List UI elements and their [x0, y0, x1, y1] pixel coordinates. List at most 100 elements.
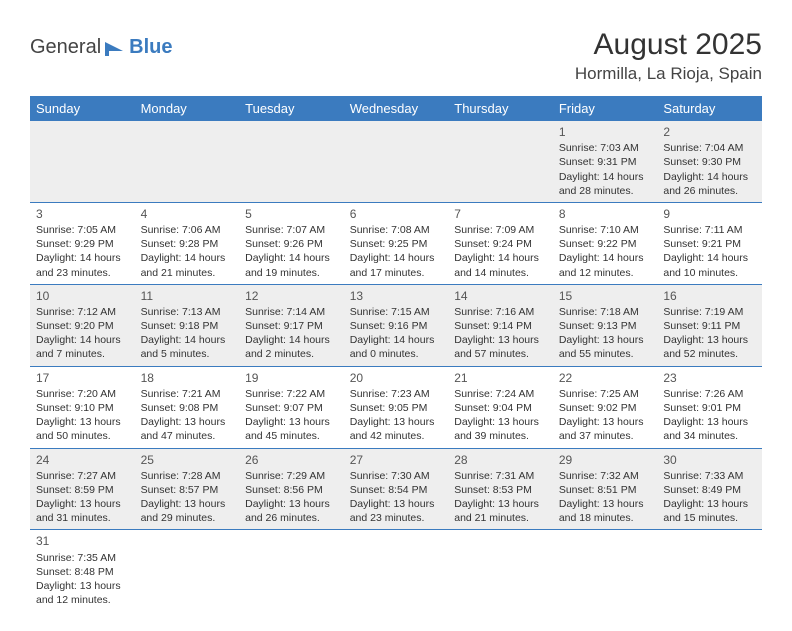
calendar-head: SundayMondayTuesdayWednesdayThursdayFrid… — [30, 96, 762, 121]
calendar-cell: 8Sunrise: 7:10 AMSunset: 9:22 PMDaylight… — [553, 202, 658, 284]
day-header: Monday — [135, 96, 240, 121]
logo-flag-icon — [105, 40, 127, 56]
sunset-line: Sunset: 9:22 PM — [559, 237, 652, 251]
daylight-line: Daylight: 13 hours and 52 minutes. — [663, 333, 756, 361]
sunrise-line: Sunrise: 7:20 AM — [36, 387, 129, 401]
day-number: 26 — [245, 452, 338, 468]
sunset-line: Sunset: 9:14 PM — [454, 319, 547, 333]
calendar-cell: 5Sunrise: 7:07 AMSunset: 9:26 PMDaylight… — [239, 202, 344, 284]
day-number: 27 — [350, 452, 443, 468]
day-number: 28 — [454, 452, 547, 468]
day-number: 23 — [663, 370, 756, 386]
calendar-cell: 18Sunrise: 7:21 AMSunset: 9:08 PMDayligh… — [135, 366, 240, 448]
daylight-line: Daylight: 14 hours and 28 minutes. — [559, 170, 652, 198]
sunrise-line: Sunrise: 7:25 AM — [559, 387, 652, 401]
daylight-line: Daylight: 13 hours and 31 minutes. — [36, 497, 129, 525]
day-number: 30 — [663, 452, 756, 468]
calendar-cell-empty — [239, 530, 344, 611]
day-number: 14 — [454, 288, 547, 304]
sunrise-line: Sunrise: 7:26 AM — [663, 387, 756, 401]
day-number: 29 — [559, 452, 652, 468]
calendar-cell: 21Sunrise: 7:24 AMSunset: 9:04 PMDayligh… — [448, 366, 553, 448]
calendar-cell: 25Sunrise: 7:28 AMSunset: 8:57 PMDayligh… — [135, 448, 240, 530]
calendar-table: SundayMondayTuesdayWednesdayThursdayFrid… — [30, 96, 762, 611]
sunrise-line: Sunrise: 7:28 AM — [141, 469, 234, 483]
sunset-line: Sunset: 9:26 PM — [245, 237, 338, 251]
sunrise-line: Sunrise: 7:05 AM — [36, 223, 129, 237]
calendar-cell: 12Sunrise: 7:14 AMSunset: 9:17 PMDayligh… — [239, 284, 344, 366]
sunrise-line: Sunrise: 7:23 AM — [350, 387, 443, 401]
sunset-line: Sunset: 9:20 PM — [36, 319, 129, 333]
daylight-line: Daylight: 13 hours and 23 minutes. — [350, 497, 443, 525]
sunset-line: Sunset: 9:21 PM — [663, 237, 756, 251]
sunrise-line: Sunrise: 7:11 AM — [663, 223, 756, 237]
daylight-line: Daylight: 14 hours and 2 minutes. — [245, 333, 338, 361]
sunset-line: Sunset: 9:16 PM — [350, 319, 443, 333]
sunset-line: Sunset: 9:18 PM — [141, 319, 234, 333]
daylight-line: Daylight: 13 hours and 45 minutes. — [245, 415, 338, 443]
calendar-cell: 13Sunrise: 7:15 AMSunset: 9:16 PMDayligh… — [344, 284, 449, 366]
daylight-line: Daylight: 13 hours and 47 minutes. — [141, 415, 234, 443]
daylight-line: Daylight: 14 hours and 14 minutes. — [454, 251, 547, 279]
daylight-line: Daylight: 13 hours and 29 minutes. — [141, 497, 234, 525]
calendar-cell-empty — [344, 530, 449, 611]
sunset-line: Sunset: 9:08 PM — [141, 401, 234, 415]
calendar-cell: 3Sunrise: 7:05 AMSunset: 9:29 PMDaylight… — [30, 202, 135, 284]
calendar-cell: 17Sunrise: 7:20 AMSunset: 9:10 PMDayligh… — [30, 366, 135, 448]
day-number: 15 — [559, 288, 652, 304]
sunrise-line: Sunrise: 7:31 AM — [454, 469, 547, 483]
header: GeneralBlue August 2025 Hormilla, La Rio… — [30, 28, 762, 84]
calendar-cell-empty — [239, 121, 344, 202]
calendar-cell: 1Sunrise: 7:03 AMSunset: 9:31 PMDaylight… — [553, 121, 658, 202]
calendar-cell: 2Sunrise: 7:04 AMSunset: 9:30 PMDaylight… — [657, 121, 762, 202]
calendar-row: 17Sunrise: 7:20 AMSunset: 9:10 PMDayligh… — [30, 366, 762, 448]
day-number: 16 — [663, 288, 756, 304]
sunset-line: Sunset: 8:48 PM — [36, 565, 129, 579]
calendar-cell-empty — [448, 121, 553, 202]
daylight-line: Daylight: 14 hours and 10 minutes. — [663, 251, 756, 279]
daylight-line: Daylight: 14 hours and 0 minutes. — [350, 333, 443, 361]
calendar-cell: 16Sunrise: 7:19 AMSunset: 9:11 PMDayligh… — [657, 284, 762, 366]
sunset-line: Sunset: 9:31 PM — [559, 155, 652, 169]
calendar-cell-empty — [448, 530, 553, 611]
calendar-row: 10Sunrise: 7:12 AMSunset: 9:20 PMDayligh… — [30, 284, 762, 366]
calendar-body: 1Sunrise: 7:03 AMSunset: 9:31 PMDaylight… — [30, 121, 762, 611]
sunrise-line: Sunrise: 7:27 AM — [36, 469, 129, 483]
calendar-cell-empty — [657, 530, 762, 611]
calendar-cell: 6Sunrise: 7:08 AMSunset: 9:25 PMDaylight… — [344, 202, 449, 284]
day-number: 22 — [559, 370, 652, 386]
day-number: 2 — [663, 124, 756, 140]
daylight-line: Daylight: 13 hours and 26 minutes. — [245, 497, 338, 525]
calendar-row: 31Sunrise: 7:35 AMSunset: 8:48 PMDayligh… — [30, 530, 762, 611]
daylight-line: Daylight: 13 hours and 39 minutes. — [454, 415, 547, 443]
sunset-line: Sunset: 8:56 PM — [245, 483, 338, 497]
sunset-line: Sunset: 9:10 PM — [36, 401, 129, 415]
sunset-line: Sunset: 9:02 PM — [559, 401, 652, 415]
daylight-line: Daylight: 14 hours and 23 minutes. — [36, 251, 129, 279]
daylight-line: Daylight: 13 hours and 34 minutes. — [663, 415, 756, 443]
day-number: 11 — [141, 288, 234, 304]
day-number: 31 — [36, 533, 129, 549]
sunset-line: Sunset: 9:04 PM — [454, 401, 547, 415]
sunset-line: Sunset: 8:54 PM — [350, 483, 443, 497]
day-number: 12 — [245, 288, 338, 304]
sunrise-line: Sunrise: 7:15 AM — [350, 305, 443, 319]
daylight-line: Daylight: 14 hours and 26 minutes. — [663, 170, 756, 198]
calendar-cell-empty — [553, 530, 658, 611]
sunrise-line: Sunrise: 7:10 AM — [559, 223, 652, 237]
logo-text-1: General — [30, 36, 101, 59]
calendar-cell-empty — [135, 121, 240, 202]
daylight-line: Daylight: 13 hours and 42 minutes. — [350, 415, 443, 443]
day-number: 19 — [245, 370, 338, 386]
day-number: 5 — [245, 206, 338, 222]
sunset-line: Sunset: 9:30 PM — [663, 155, 756, 169]
day-number: 7 — [454, 206, 547, 222]
calendar-cell: 19Sunrise: 7:22 AMSunset: 9:07 PMDayligh… — [239, 366, 344, 448]
calendar-cell: 15Sunrise: 7:18 AMSunset: 9:13 PMDayligh… — [553, 284, 658, 366]
daylight-line: Daylight: 13 hours and 12 minutes. — [36, 579, 129, 607]
logo: General Blue — [30, 36, 173, 59]
calendar-cell: 22Sunrise: 7:25 AMSunset: 9:02 PMDayligh… — [553, 366, 658, 448]
calendar-cell: 26Sunrise: 7:29 AMSunset: 8:56 PMDayligh… — [239, 448, 344, 530]
logo-text-2: Blue — [129, 36, 172, 59]
daylight-line: Daylight: 14 hours and 5 minutes. — [141, 333, 234, 361]
